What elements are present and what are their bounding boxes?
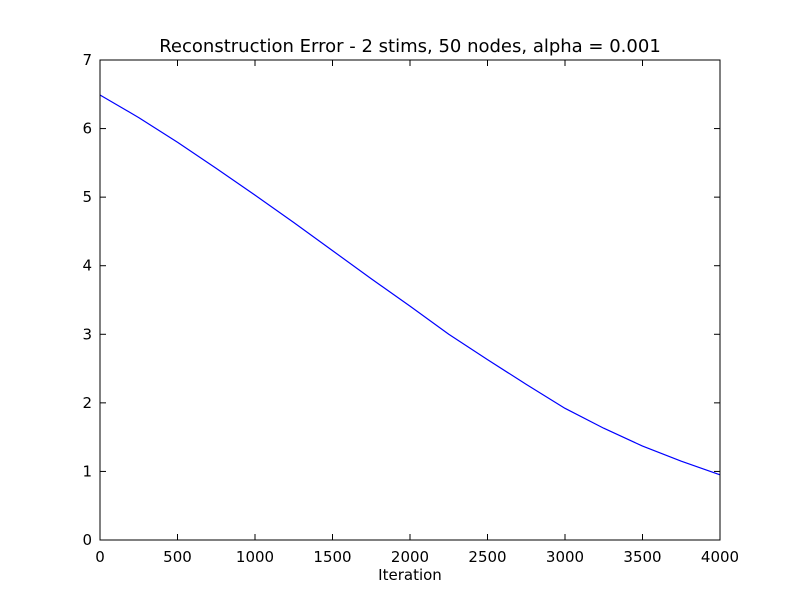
x-tick-label: 2000 <box>391 548 429 566</box>
y-tick-label: 1 <box>82 462 92 480</box>
y-tick-label: 5 <box>82 188 92 206</box>
x-axis-label: Iteration <box>378 566 442 584</box>
plot-area: 0 500 1000 1500 2000 2500 3000 3500 4000 0 1 2 3 4 5 6 7 <box>82 51 739 566</box>
x-tick-label: 1000 <box>236 548 274 566</box>
y-tick-label: 2 <box>82 394 92 412</box>
x-tick-label: 500 <box>163 548 192 566</box>
x-tick-label: 0 <box>95 548 105 566</box>
x-tick-label: 3000 <box>546 548 584 566</box>
y-tick-label: 7 <box>82 51 92 69</box>
y-tick-label: 3 <box>82 325 92 343</box>
y-tick-label: 0 <box>82 531 92 549</box>
x-tick-label: 2500 <box>468 548 506 566</box>
y-tick-label: 4 <box>82 257 92 275</box>
x-tick-label: 1500 <box>313 548 351 566</box>
chart-title: Reconstruction Error - 2 stims, 50 nodes… <box>159 36 661 57</box>
y-tick-label: 6 <box>82 120 92 138</box>
x-tick-label: 4000 <box>701 548 739 566</box>
series-line-0 <box>99 94 721 476</box>
x-tick-label: 3500 <box>623 548 661 566</box>
